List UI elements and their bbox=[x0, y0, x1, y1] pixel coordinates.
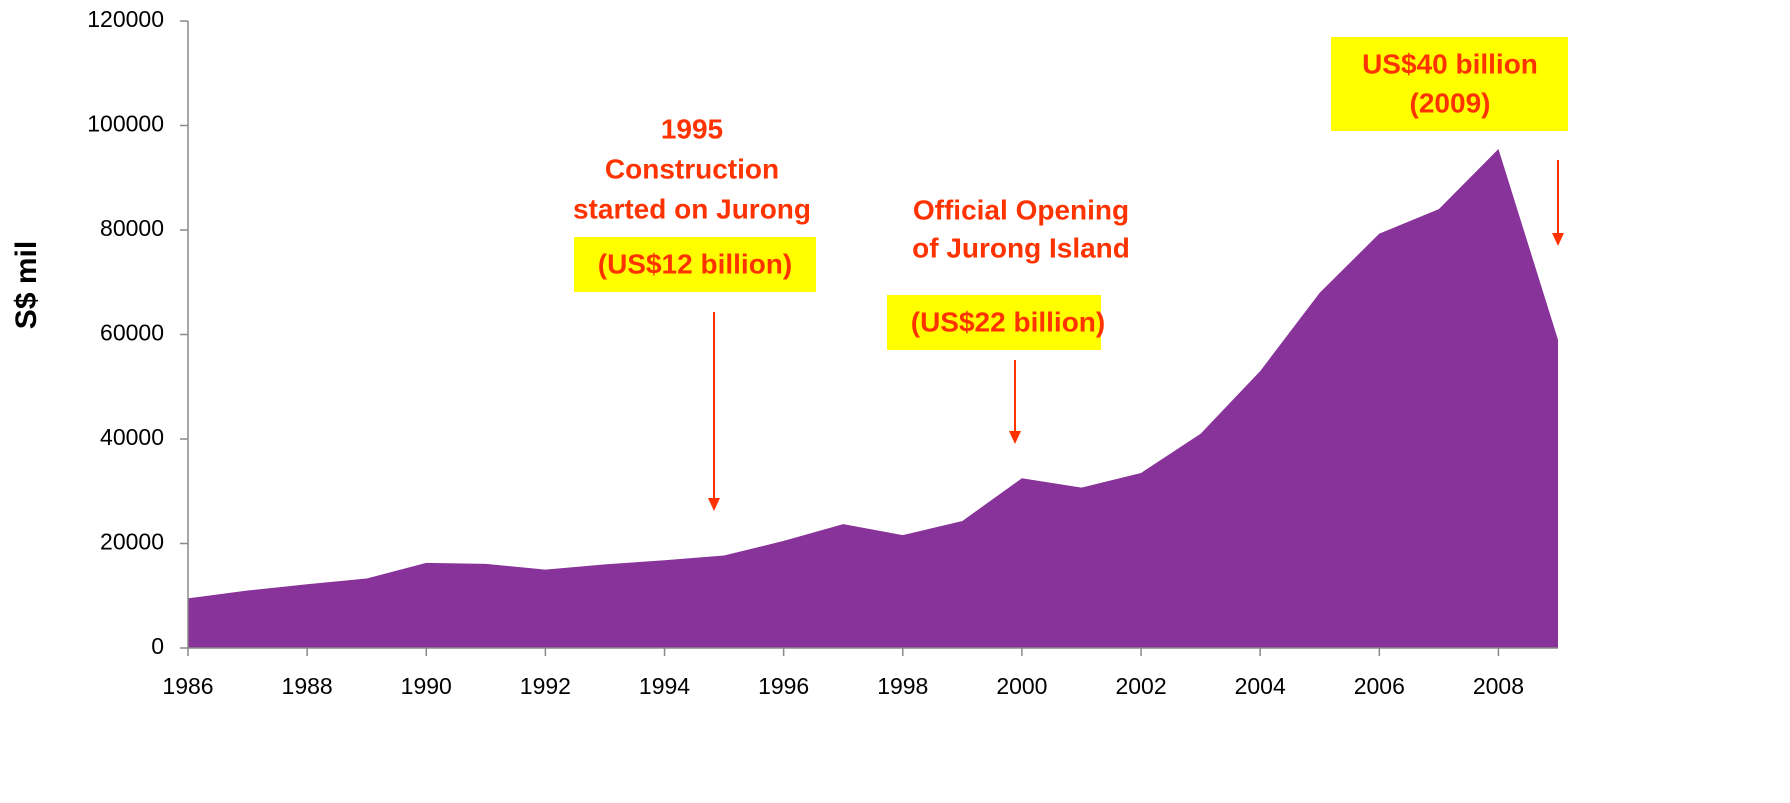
plot-area: 0 20000 40000 60000 80000 100000 120000 1986 198… bbox=[87, 6, 1558, 699]
y-tick-label: 40000 bbox=[100, 424, 164, 450]
x-tick-label: 1990 bbox=[401, 673, 452, 699]
y-tick-label: 0 bbox=[151, 633, 164, 659]
x-tick-label: 1988 bbox=[282, 673, 333, 699]
x-tick-label: 1992 bbox=[520, 673, 571, 699]
annotation: (2009) bbox=[1410, 87, 1491, 118]
annotation-box bbox=[1331, 37, 1568, 131]
y-tick-label: 80000 bbox=[100, 215, 164, 241]
annotation: US$40 billion bbox=[1362, 48, 1538, 79]
annotations: 1995 Construction started on Jurong (US$… bbox=[573, 37, 1568, 511]
x-tick-label: 1996 bbox=[758, 673, 809, 699]
annotation: of Jurong Island bbox=[912, 232, 1130, 263]
annotation: (US$22 billion) bbox=[911, 306, 1105, 337]
x-tick-label: 1998 bbox=[877, 673, 928, 699]
x-tick-label: 1986 bbox=[162, 673, 213, 699]
x-tick-label: 2000 bbox=[996, 673, 1047, 699]
x-tick-label: 2008 bbox=[1473, 673, 1524, 699]
arrow-head bbox=[1009, 431, 1021, 444]
annotation-box bbox=[574, 237, 816, 292]
x-tick-label: 2006 bbox=[1354, 673, 1405, 699]
annotation: Official Opening bbox=[913, 194, 1129, 225]
annotation: 1995 bbox=[661, 113, 723, 144]
annotation: (US$12 billion) bbox=[598, 248, 792, 279]
x-tick-label: 2002 bbox=[1115, 673, 1166, 699]
annotation-box bbox=[887, 295, 1101, 350]
y-tick-label: 20000 bbox=[100, 529, 164, 555]
x-tick-label: 1994 bbox=[639, 673, 690, 699]
arrow-head bbox=[708, 498, 720, 511]
area bbox=[188, 149, 1558, 648]
annotation: started on Jurong bbox=[573, 193, 811, 224]
x-tick-label: 2004 bbox=[1235, 673, 1286, 699]
y-tick-label: 60000 bbox=[100, 320, 164, 346]
y-tick-label: 120000 bbox=[87, 6, 164, 32]
y-axis-label: S$ mil bbox=[10, 241, 43, 329]
annotation: Construction bbox=[605, 153, 779, 184]
y-tick-label: 100000 bbox=[87, 111, 164, 137]
arrow-head bbox=[1552, 233, 1564, 246]
